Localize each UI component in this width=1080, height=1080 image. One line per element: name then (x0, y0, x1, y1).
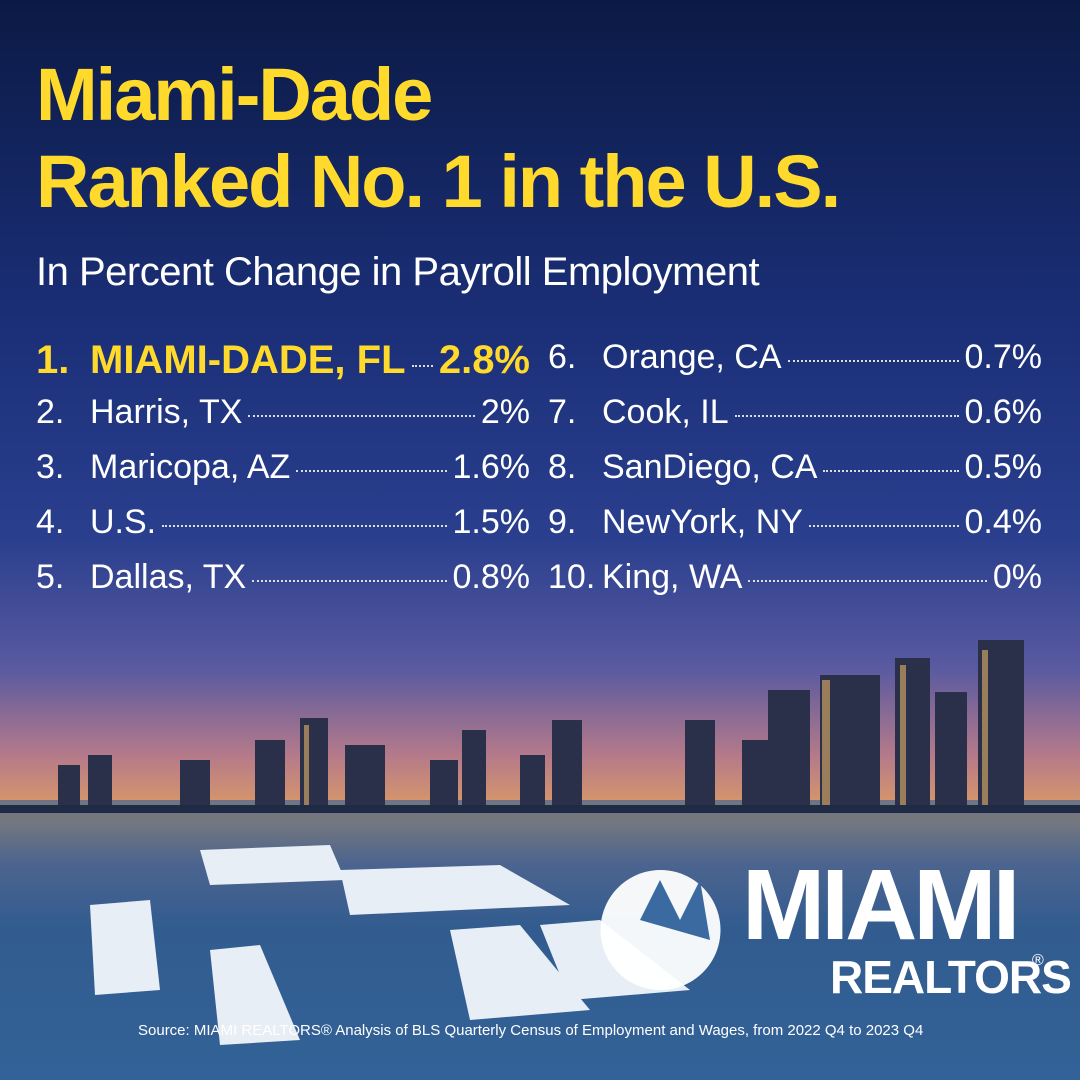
ranking-row: 8. SanDiego, CA 0.5% (548, 448, 1042, 503)
percent-change: 0.8% (452, 558, 531, 596)
source-note: Source: MIAMI REALTORS® Analysis of BLS … (138, 1022, 924, 1039)
percent-change: 1.5% (452, 503, 531, 541)
place-name: Dallas, TX (90, 558, 247, 596)
ranking-column: 1. MIAMI-DADE, FL 2.8% 2. Harris, TX 2% 3. Mari… (36, 338, 530, 613)
dot-leader (162, 525, 447, 527)
rank: 4. (36, 503, 65, 541)
dot-leader (252, 580, 447, 582)
logo-subname: REALTORS (830, 951, 1072, 1003)
ranking-row: 1. MIAMI-DADE, FL 2.8% (36, 338, 530, 393)
percent-change: 2.8% (438, 338, 530, 382)
rank: 5. (36, 558, 65, 596)
dot-leader (787, 360, 959, 362)
title-line: Ranked No. 1 in the U.S. (36, 140, 841, 223)
ranking-row: 5. Dallas, TX 0.8% (36, 558, 530, 613)
percent-change: 2% (480, 393, 530, 431)
ranking-row: 4. U.S. 1.5% (36, 503, 530, 558)
ranking-row: 9. NewYork, NY 0.4% (548, 503, 1042, 558)
dot-leader (411, 365, 433, 367)
percent-change: 1.6% (452, 448, 531, 486)
dot-leader (748, 580, 987, 582)
ranking-row: 7. Cook, IL 0.6% (548, 393, 1042, 448)
rank: 2. (36, 393, 65, 431)
rank: 9. (548, 503, 577, 541)
dot-leader (734, 415, 959, 417)
rank: 3. (36, 448, 65, 486)
percent-change: 0% (992, 558, 1042, 596)
place-name: Harris, TX (90, 393, 243, 431)
percent-change: 0.5% (964, 448, 1043, 486)
place-name: MIAMI-DADE, FL (90, 338, 406, 382)
ranking-row: 6. Orange, CA 0.7% (548, 338, 1042, 393)
place-name: King, WA (602, 558, 743, 596)
rank: 8. (548, 448, 577, 486)
ranking-row: 2. Harris, TX 2% (36, 393, 530, 448)
place-name: U.S. (90, 503, 157, 541)
place-name: Cook, IL (602, 393, 729, 431)
dot-leader (248, 415, 475, 417)
percent-change: 0.4% (964, 503, 1043, 541)
rank: 6. (548, 338, 577, 376)
ranking-row: 10. King, WA 0% (548, 558, 1042, 613)
percent-change: 0.6% (964, 393, 1043, 431)
dot-leader (808, 525, 959, 527)
place-name: SanDiego, CA (602, 448, 818, 486)
logo-mark: ® (1032, 952, 1044, 969)
percent-change: 0.7% (964, 338, 1043, 376)
rank: 1. (36, 338, 70, 382)
place-name: Orange, CA (602, 338, 782, 376)
subtitle: In Percent Change in Payroll Employment (36, 250, 760, 294)
ranking-column: 6. Orange, CA 0.7% 7. Cook, IL 0.6% 8. SanDiego… (548, 338, 1042, 613)
rank: 10. (548, 558, 596, 596)
dot-leader (823, 470, 959, 472)
rank: 7. (548, 393, 577, 431)
ranking-row: 3. Maricopa, AZ 1.6% (36, 448, 530, 503)
dot-leader (296, 470, 447, 472)
logo-name: MIAMI (742, 849, 1020, 961)
place-name: Maricopa, AZ (90, 448, 291, 486)
place-name: NewYork, NY (602, 503, 803, 541)
title-line: Miami-Dade (36, 53, 433, 136)
